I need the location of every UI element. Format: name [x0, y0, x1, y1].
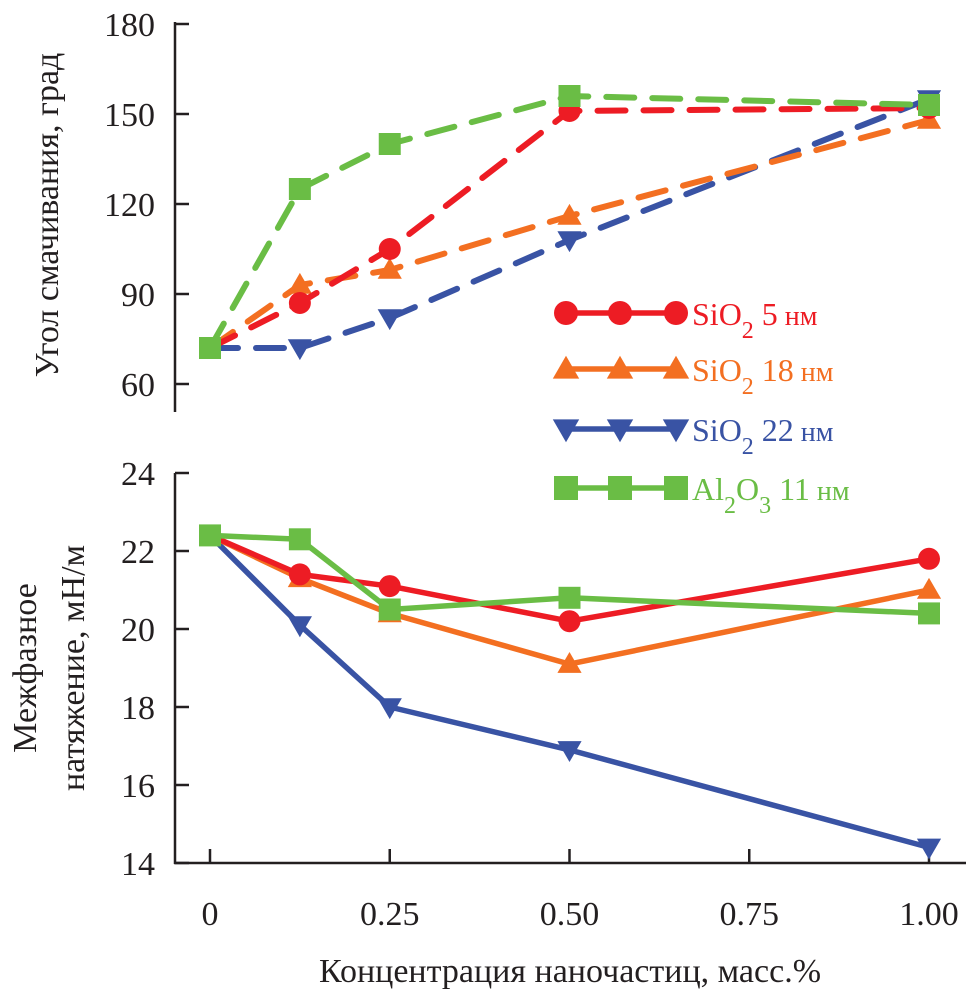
bottom-y-tick-label: 20	[121, 612, 155, 649]
x-tick-label: 0.25	[360, 896, 420, 933]
x-axis-title: Концентрация наночастиц, масс.%	[319, 953, 821, 990]
legend-item: SiO2 18 нм	[552, 352, 834, 400]
bottom-y-axis-title-line2: натяжение, мН/м	[55, 545, 92, 791]
bottom-series	[199, 524, 942, 860]
bottom-point-sio2_22	[287, 616, 312, 638]
top-point-sio2_5	[288, 292, 311, 314]
contact-angle-panel: 60 90 120 150 180 Угол смачивания, град	[29, 7, 942, 412]
top-y-tick-label: 180	[104, 7, 155, 44]
top-point-sio2_5	[378, 238, 401, 260]
top-point-al2o3_11	[558, 85, 581, 107]
x-tick-label: 0.50	[540, 896, 600, 933]
bottom-point-al2o3_11	[378, 598, 401, 621]
legend-item: Al2O3 11 нм	[554, 471, 850, 519]
top-y-axis-title: Угол смачивания, град	[29, 53, 66, 378]
top-y-tick-label: 90	[121, 277, 155, 314]
legend: SiO2 5 нм SiO2 18 нм SiO2 22 нм Al2O3 11 нм	[552, 296, 850, 519]
top-point-sio2_18	[557, 203, 582, 225]
bottom-y-tick-label: 16	[121, 768, 155, 805]
interfacial-tension-panel: 14 16 18 20 22 24 0 0.25 0.50 0.75 1.00 Межфазное…	[7, 456, 966, 990]
legend-label: SiO2 22 нм	[692, 412, 834, 460]
top-series	[199, 85, 942, 361]
bottom-y-ticks: 14 16 18 20 22 24	[121, 456, 189, 883]
top-y-tick-label: 150	[104, 97, 155, 134]
top-point-sio2_22	[377, 309, 402, 331]
top-point-sio2_22	[287, 339, 312, 361]
top-series-al2o3_11	[199, 85, 940, 359]
top-point-al2o3_11	[918, 94, 940, 116]
x-tick-label: 0	[202, 896, 219, 933]
bottom-line-sio2_22	[208, 533, 930, 851]
bottom-y-axis-title-line1: Межфазное	[7, 583, 44, 753]
top-point-al2o3_11	[288, 178, 311, 200]
legend-item: SiO2 22 нм	[552, 412, 834, 460]
legend-label: SiO2 18 нм	[692, 352, 834, 400]
bottom-y-tick-label: 14	[121, 846, 155, 883]
top-point-al2o3_11	[378, 133, 401, 155]
bottom-point-sio2_22	[377, 698, 402, 720]
legend-marker	[664, 476, 688, 500]
bottom-point-al2o3_11	[558, 586, 581, 609]
legend-label: SiO2 5 нм	[692, 296, 818, 344]
legend-marker	[662, 419, 690, 443]
bottom-point-sio2_22	[916, 838, 942, 860]
bottom-point-al2o3_11	[199, 524, 221, 547]
legend-marker	[606, 355, 634, 379]
x-ticks: 0 0.25 0.50 0.75 1.00	[202, 849, 959, 933]
x-tick-label: 0.75	[720, 896, 780, 933]
top-y-tick-label: 120	[104, 187, 155, 224]
legend-marker	[554, 301, 578, 325]
legend-marker	[608, 301, 632, 325]
bottom-point-al2o3_11	[918, 602, 940, 625]
top-point-sio2_18	[377, 257, 402, 279]
legend-label: Al2O3 11 нм	[692, 471, 850, 519]
bottom-point-sio2_5	[288, 563, 311, 586]
bottom-point-sio2_5	[558, 610, 581, 633]
bottom-point-sio2_18	[916, 577, 942, 599]
top-y-tick-label: 60	[121, 367, 155, 404]
legend-marker	[606, 419, 634, 443]
legend-item: SiO2 5 нм	[554, 296, 818, 344]
top-point-sio2_18	[287, 272, 312, 294]
legend-marker	[664, 301, 688, 325]
top-point-sio2_22	[557, 231, 582, 253]
top-point-al2o3_11	[199, 337, 221, 359]
legend-marker	[552, 419, 580, 443]
x-tick-label: 1.00	[899, 896, 959, 933]
legend-marker	[552, 355, 580, 379]
legend-marker	[554, 476, 578, 500]
legend-marker	[608, 476, 632, 500]
top-y-ticks: 60 90 120 150 180	[104, 7, 189, 404]
bottom-y-tick-label: 22	[121, 534, 155, 571]
legend-marker	[662, 355, 690, 379]
bottom-point-sio2_22	[557, 741, 582, 762]
bottom-point-sio2_18	[557, 652, 582, 673]
bottom-y-tick-label: 18	[121, 690, 155, 727]
bottom-point-al2o3_11	[288, 528, 311, 551]
bottom-point-sio2_5	[378, 575, 401, 598]
bottom-y-tick-label: 24	[121, 456, 155, 493]
bottom-series-al2o3_11	[199, 524, 940, 625]
bottom-series-sio2_22	[208, 533, 942, 860]
bottom-point-sio2_5	[918, 547, 940, 570]
